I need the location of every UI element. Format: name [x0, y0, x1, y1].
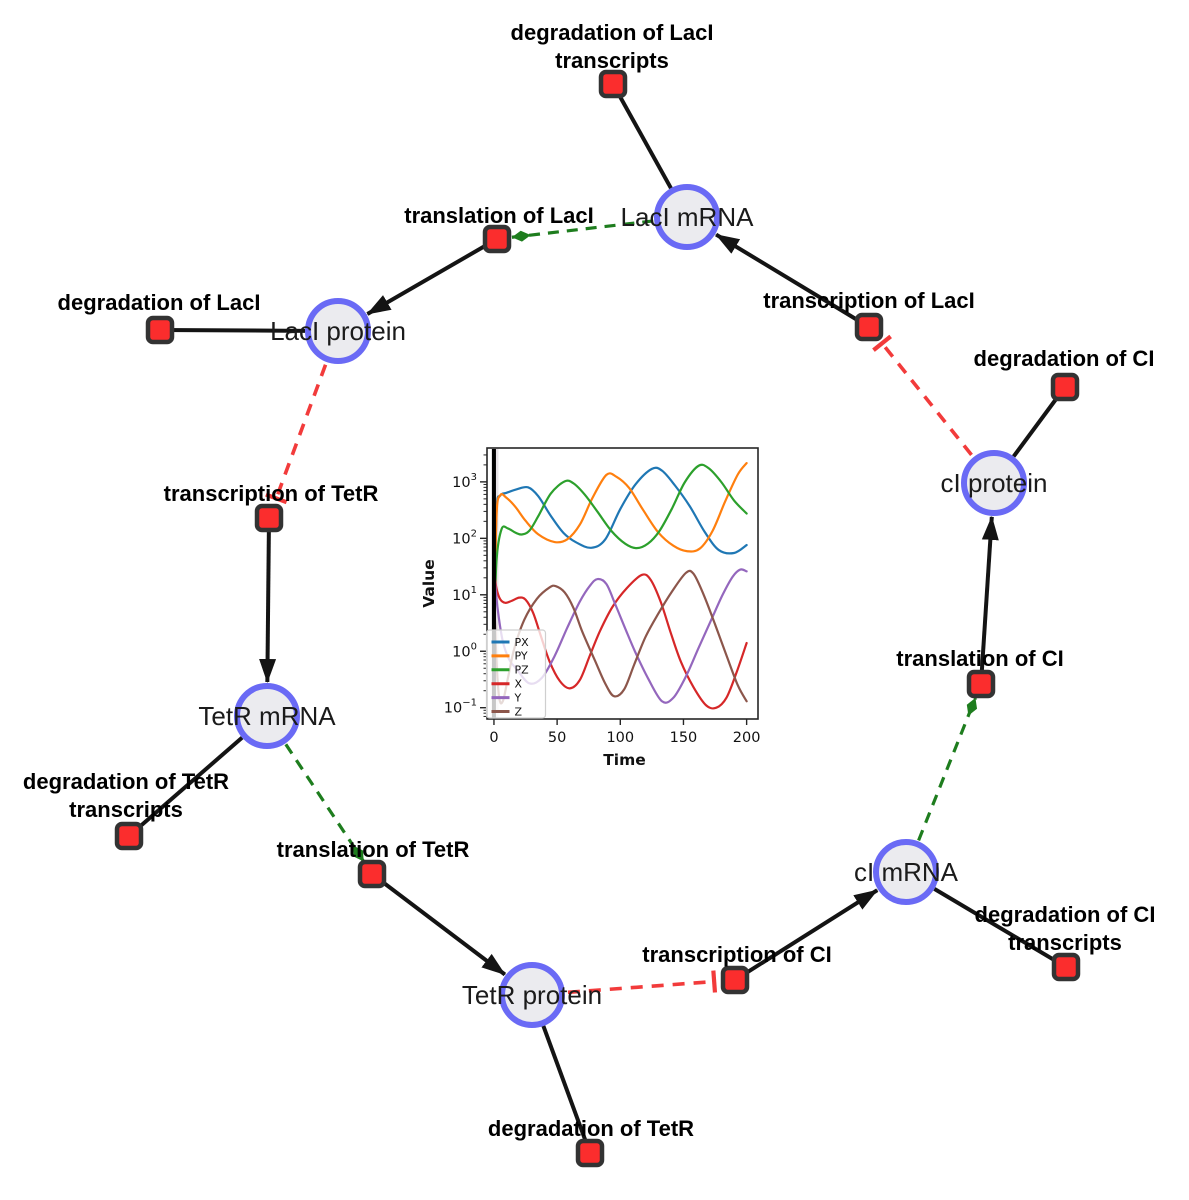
- species-label-tetr_protein: TetR protein: [462, 980, 602, 1010]
- chart-y-tick-label: 103: [452, 472, 477, 491]
- chart-legend-label-Y: Y: [514, 691, 522, 704]
- species-node-ci_protein: [961, 450, 1027, 516]
- reaction-label-deg_laci_tx-0: degradation of LacI: [511, 20, 714, 45]
- edge-production-tl_tetr-tetr_protein: [370, 872, 507, 977]
- edge-modifier-laci_mrna-tl_laci: [511, 219, 654, 242]
- reaction-label-deg_laci-0: degradation of LacI: [58, 290, 261, 315]
- species-label-laci_mrna: LacI mRNA: [621, 202, 755, 232]
- edge-consumption-laci_mrna-deg_laci_tx: [611, 83, 673, 190]
- reaction-label-tc_laci-0: transcription of LacI: [763, 288, 974, 313]
- chart-y-tick-label: 101: [452, 585, 477, 604]
- species-node-laci_protein: [305, 298, 371, 364]
- chart-legend-box: [485, 629, 547, 719]
- chart-legend-label-Z: Z: [515, 705, 523, 718]
- species-label-ci_protein: cI protein: [941, 468, 1048, 498]
- chart-x-tick-label: 50: [548, 730, 566, 746]
- chart-y-tick-label: 100: [452, 641, 477, 660]
- reaction-node-deg_tetr_tx: [114, 821, 144, 851]
- edge-production-tc_tetr-tetr_mrna: [259, 517, 277, 684]
- reaction-label-deg_ci_tx-0: degradation of CI: [975, 902, 1156, 927]
- simulation-inset-chart: 0 50 100 150 200Time10−1100101102103ValuePXP…: [420, 447, 761, 769]
- reaction-node-tc_tetr: [254, 503, 284, 533]
- reaction-node-deg_laci_tx: [598, 69, 628, 99]
- reaction-label-tl_ci-0: translation of CI: [896, 646, 1063, 671]
- reaction-label-tc_tetr-0: transcription of TetR: [164, 481, 379, 506]
- reaction-node-tl_tetr: [357, 859, 387, 889]
- reaction-label-deg_tetr-0: degradation of TetR: [488, 1116, 694, 1141]
- chart-series-PX: [493, 466, 748, 626]
- reaction-node-deg_ci_tx: [1051, 952, 1081, 982]
- reaction-label-tl_laci-0: translation of LacI: [404, 203, 593, 228]
- edge-production-tl_laci-laci_protein: [366, 237, 499, 316]
- chart-legend-label-X: X: [515, 678, 523, 691]
- reaction-label-deg_ci-0: degradation of CI: [974, 346, 1155, 371]
- chart-y-tick-label: 102: [452, 528, 477, 547]
- labels-layer: degradation of LacI transcripts translatio…: [23, 20, 1156, 1141]
- chart-y-tick-label: 10−1: [444, 698, 477, 717]
- reaction-label-deg_tetr_tx-0: degradation of TetR: [23, 769, 229, 794]
- species-node-tetr_mrna: [234, 683, 300, 749]
- reaction-node-tl_ci: [966, 669, 996, 699]
- edge-production-tc_ci-ci_mrna: [733, 888, 879, 982]
- edge-consumption-ci_mrna-deg_ci_tx: [933, 887, 1068, 969]
- species-node-tetr_protein: [499, 962, 565, 1028]
- edge-consumption-tetr_protein-deg_tetr: [541, 1025, 592, 1154]
- reaction-node-tl_laci: [482, 224, 512, 254]
- edge-consumption-tetr_mrna-deg_tetr_tx: [127, 736, 244, 838]
- species-label-tetr_mrna: TetR mRNA: [198, 701, 336, 731]
- chart-x-tick-label: 150: [670, 730, 698, 746]
- edge-inhibition-tetr_protein-tc_ci: [567, 970, 718, 995]
- reaction-label-tc_ci-0: transcription of CI: [642, 942, 831, 967]
- species-node-ci_mrna: [873, 839, 939, 905]
- edge-production-tc_laci-laci_mrna: [715, 232, 871, 329]
- chart-series-PY: [493, 462, 748, 626]
- edge-modifier-tetr_mrna-tl_tetr: [284, 743, 366, 863]
- species-label-ci_mrna: cI mRNA: [854, 857, 959, 887]
- reaction-label-deg_tetr_tx-1: transcripts: [69, 797, 183, 822]
- reaction-node-deg_ci: [1050, 372, 1080, 402]
- chart-legend-label-PZ: PZ: [515, 664, 530, 677]
- reaction-node-deg_laci: [145, 315, 175, 345]
- chart-y-axis-title: Value: [420, 559, 438, 607]
- reaction-label-deg_ci_tx-1: transcripts: [1008, 930, 1122, 955]
- edge-modifier-ci_mrna-tl_ci: [917, 697, 978, 842]
- species-label-laci_protein: LacI protein: [270, 316, 406, 346]
- chart-series-PZ: [493, 463, 748, 626]
- edge-consumption-laci_protein-deg_laci: [159, 328, 306, 333]
- reaction-label-deg_laci_tx-1: transcripts: [555, 48, 669, 73]
- reaction-node-tc_ci: [720, 965, 750, 995]
- chart-x-tick-label: 200: [733, 730, 761, 746]
- nodes-layer: [114, 69, 1081, 1168]
- reaction-node-deg_tetr: [575, 1138, 605, 1168]
- edges-layer: [127, 83, 1068, 1154]
- edge-inhibition-laci_protein-tc_tetr: [265, 364, 328, 505]
- chart-axes-frame: [486, 447, 759, 720]
- species-node-laci_mrna: [654, 184, 720, 250]
- chart-x-tick-label: 0: [489, 730, 498, 746]
- chart-x-tick-label: 100: [606, 730, 634, 746]
- edge-inhibition-ci_protein-tc_laci: [872, 334, 973, 457]
- reaction-node-tc_laci: [854, 312, 884, 342]
- chart-legend-label-PX: PX: [515, 636, 530, 649]
- reaction-label-tl_tetr-0: translation of TetR: [277, 837, 470, 862]
- chart-series-X: [492, 570, 748, 710]
- edge-production-tl_ci-ci_protein: [979, 515, 999, 685]
- chart-x-axis-title: Time: [603, 751, 646, 769]
- chart-y-axis-title-group: Value: [420, 559, 438, 607]
- chart-legend-label-PY: PY: [515, 650, 528, 663]
